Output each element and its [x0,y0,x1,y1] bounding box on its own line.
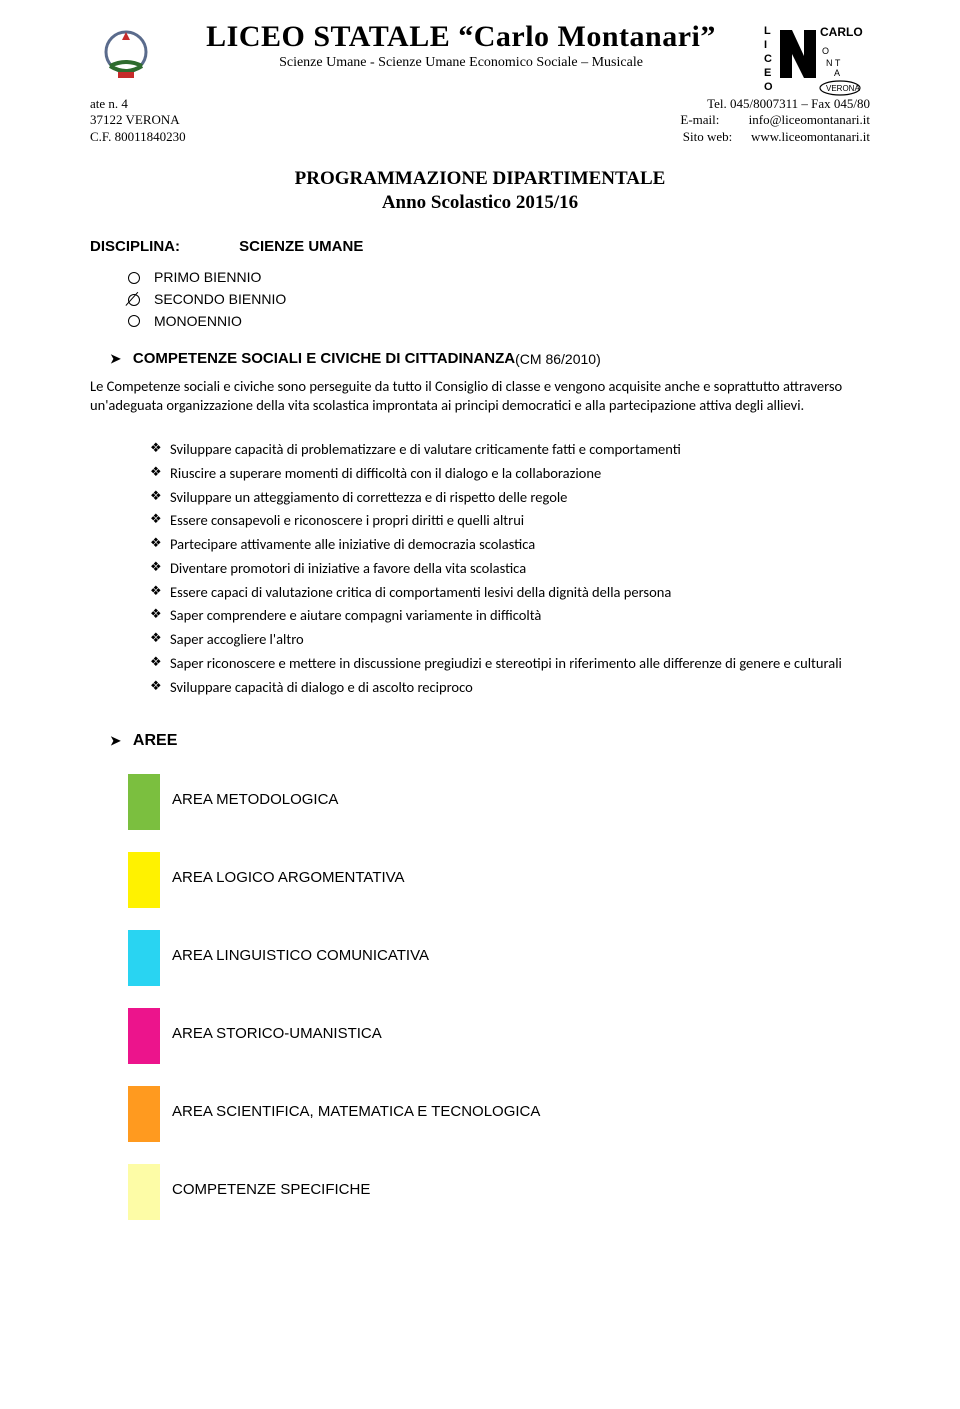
diamond-icon: ❖ [150,558,170,579]
diamond-icon: ❖ [150,510,170,531]
diamond-icon: ❖ [150,582,170,603]
area-row: AREA SCIENTIFICA, MATEMATICA E TECNOLOGI… [128,1086,870,1142]
contact-web: Sito web: www.liceomontanari.it [680,129,870,145]
area-label: AREA SCIENTIFICA, MATEMATICA E TECNOLOGI… [160,1086,540,1142]
diamond-icon: ❖ [150,605,170,626]
area-row: AREA LOGICO ARGOMENTATIVA [128,852,870,908]
address-line: ate n. 4 [90,96,186,112]
program-title-2: Anno Scolastico 2015/16 [90,191,870,215]
area-label: AREA METODOLOGICA [160,774,338,830]
area-swatch [128,1086,160,1142]
bullet-text: Partecipare attivamente alle iniziative … [170,534,870,556]
option-label: MONOENNIO [154,311,242,333]
svg-text:I: I [764,39,767,51]
bullet-row: ❖Essere consapevoli e riconoscere i prop… [150,510,870,532]
area-row: AREA STORICO-UMANISTICA [128,1008,870,1064]
bullet-row: ❖Saper accogliere l'altro [150,629,870,651]
option-label: SECONDO BIENNIO [154,289,286,311]
area-label: COMPETENZE SPECIFICHE [160,1164,370,1220]
circle-struck-icon [128,294,140,306]
circle-icon [128,272,140,284]
diamond-icon: ❖ [150,439,170,460]
svg-text:L: L [764,25,771,37]
contact-tel: Tel. 045/8007311 – Fax 045/80 [680,96,870,112]
program-title-1: PROGRAMMAZIONE DIPARTIMENTALE [90,167,870,191]
bullet-row: ❖Saper riconoscere e mettere in discussi… [150,653,870,675]
diamond-icon: ❖ [150,653,170,674]
triangle-icon: ➤ [110,351,121,367]
bullet-text: Sviluppare un atteggiamento di correttez… [170,487,870,509]
svg-text:C: C [764,53,772,65]
area-swatch [128,1008,160,1064]
area-row: COMPETENZE SPECIFICHE [128,1164,870,1220]
competenze-heading: COMPETENZE SOCIALI E CIVICHE DI CITTADIN… [133,350,515,367]
diamond-icon: ❖ [150,677,170,698]
area-swatch [128,930,160,986]
diamond-icon: ❖ [150,629,170,650]
area-swatch [128,774,160,830]
aree-table: AREA METODOLOGICA AREA LOGICO ARGOMENTATI… [128,774,870,1220]
diamond-icon: ❖ [150,487,170,508]
disciplina-label: DISCIPLINA: [90,238,235,255]
svg-text:A: A [834,68,840,78]
option-row: SECONDO BIENNIO [128,289,870,311]
diamond-icon: ❖ [150,534,170,555]
bullet-text: Sviluppare capacità di problematizzare e… [170,439,870,461]
competenze-bullets: ❖Sviluppare capacità di problematizzare … [150,439,870,698]
bullet-row: ❖Riuscire a superare momenti di difficol… [150,463,870,485]
school-subtitle: Scienze Umane - Scienze Umane Economico … [162,55,760,71]
area-swatch [128,1164,160,1220]
italy-emblem-icon [90,18,162,90]
area-label: AREA STORICO-UMANISTICA [160,1008,382,1064]
competenze-cm: (CM 86/2010) [515,351,601,367]
bullet-text: Essere consapevoli e riconoscere i propr… [170,510,870,532]
aree-heading: AREE [133,732,177,750]
bullet-text: Saper comprendere e aiutare compagni var… [170,605,870,627]
bullet-row: ❖Essere capaci di valutazione critica di… [150,582,870,604]
contact-email: E-mail: info@liceomontanari.it [680,112,870,128]
address-line: 37122 VERONA [90,112,186,128]
area-label: AREA LINGUISTICO COMUNICATIVA [160,930,429,986]
area-label: AREA LOGICO ARGOMENTATIVA [160,852,405,908]
area-row: AREA METODOLOGICA [128,774,870,830]
circle-icon [128,315,140,327]
option-row: MONOENNIO [128,311,870,333]
address-line: C.F. 80011840230 [90,129,186,145]
option-row: PRIMO BIENNIO [128,267,870,289]
option-label: PRIMO BIENNIO [154,267,261,289]
bullet-text: Saper riconoscere e mettere in discussio… [170,653,870,675]
svg-text:CARLO: CARLO [820,25,863,39]
school-title: LICEO STATALE “Carlo Montanari” [162,20,760,53]
svg-text:O: O [764,81,773,93]
diamond-icon: ❖ [150,463,170,484]
bullet-row: ❖Saper comprendere e aiutare compagni va… [150,605,870,627]
bullet-row: ❖Sviluppare capacità di dialogo e di asc… [150,677,870,699]
svg-text:O: O [822,46,829,56]
bullet-row: ❖Partecipare attivamente alle iniziative… [150,534,870,556]
svg-text:N T: N T [826,58,841,68]
area-swatch [128,852,160,908]
bullet-row: ❖Sviluppare un atteggiamento di corrette… [150,487,870,509]
intro-paragraph: Le Competenze sociali e civiche sono per… [90,377,870,415]
bullet-text: Essere capaci di valutazione critica di … [170,582,870,604]
biennio-options: PRIMO BIENNIOSECONDO BIENNIOMONOENNIO [128,267,870,332]
triangle-icon: ➤ [110,733,121,749]
school-logo-icon: L I C E O CARLO O N T A VERONA [760,18,870,98]
bullet-text: Sviluppare capacità di dialogo e di asco… [170,677,870,699]
svg-text:E: E [764,67,771,79]
disciplina-value: SCIENZE UMANE [239,238,363,255]
bullet-row: ❖Diventare promotori di iniziative a fav… [150,558,870,580]
bullet-text: Riuscire a superare momenti di difficolt… [170,463,870,485]
area-row: AREA LINGUISTICO COMUNICATIVA [128,930,870,986]
svg-text:VERONA: VERONA [826,84,860,93]
bullet-text: Saper accogliere l'altro [170,629,870,651]
bullet-text: Diventare promotori di iniziative a favo… [170,558,870,580]
bullet-row: ❖Sviluppare capacità di problematizzare … [150,439,870,461]
